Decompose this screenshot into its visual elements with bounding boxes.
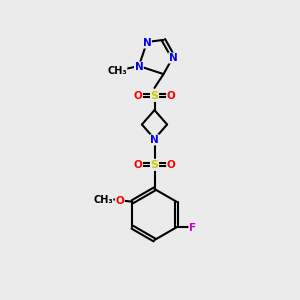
Text: CH₃: CH₃ <box>93 195 113 205</box>
Text: O: O <box>167 92 176 101</box>
Text: N: N <box>134 62 143 72</box>
Text: N: N <box>150 135 159 145</box>
Text: O: O <box>116 196 124 206</box>
Text: S: S <box>151 92 158 101</box>
Text: CH₃: CH₃ <box>107 66 127 76</box>
Text: N: N <box>169 53 178 63</box>
Text: O: O <box>134 92 142 101</box>
Text: F: F <box>189 223 196 233</box>
Text: O: O <box>167 160 176 170</box>
Text: N: N <box>142 38 152 48</box>
Text: S: S <box>151 160 158 170</box>
Text: O: O <box>134 160 142 170</box>
